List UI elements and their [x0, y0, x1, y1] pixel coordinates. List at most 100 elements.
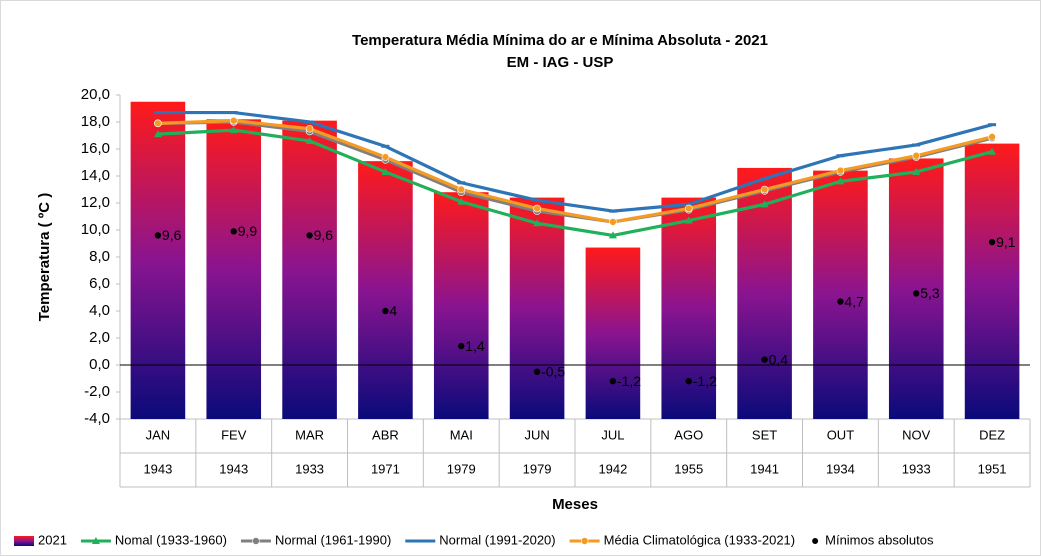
line-marker [608, 231, 617, 239]
line-marker [580, 537, 589, 545]
legend-item: Mínimos absolutos [812, 532, 934, 547]
x-tick-label: MAR [295, 427, 324, 442]
legend-swatch [812, 538, 819, 544]
line-marker [760, 185, 769, 194]
line-marker [988, 123, 997, 127]
line-marker [836, 177, 845, 185]
dot [382, 307, 389, 315]
bar [130, 101, 186, 419]
y-tick-label: 0,0 [89, 356, 110, 373]
line-marker [153, 130, 162, 138]
x-tick-label: SET [752, 427, 777, 442]
data-label: 9,9 [238, 223, 258, 239]
line-marker [760, 177, 769, 181]
line-marker [416, 539, 425, 543]
line-marker [608, 209, 617, 213]
line-marker [684, 204, 693, 213]
line [157, 110, 993, 213]
line-series [153, 126, 997, 239]
line [157, 119, 993, 224]
line-marker [229, 116, 238, 125]
year-label: 1942 [598, 461, 627, 476]
line-marker [988, 133, 996, 141]
data-label: 4,7 [844, 293, 864, 309]
year-label: 1971 [371, 461, 400, 476]
line-marker [684, 202, 693, 206]
x-axis-title: Meses [552, 496, 598, 513]
line-marker [457, 181, 466, 185]
dot [154, 232, 162, 239]
year-label: 1943 [143, 461, 172, 476]
year-label: 1933 [295, 461, 324, 476]
dot [913, 290, 920, 297]
data-label: 9,6 [162, 227, 182, 243]
year-label: 1979 [523, 461, 552, 476]
line-marker [533, 198, 542, 202]
legend-swatch [14, 536, 34, 546]
dot [230, 228, 237, 235]
legend-item: Média Climatológica (1933-2021) [569, 532, 795, 547]
year-label: 1951 [978, 461, 1007, 476]
year-label: 1943 [219, 461, 248, 476]
x-tick-label: FEV [221, 427, 247, 442]
x-tick-label: AGO [674, 427, 703, 442]
line-marker [381, 144, 390, 148]
bar [358, 161, 413, 419]
line-marker [153, 111, 162, 115]
legend-label: Nomal (1933-1960) [115, 532, 227, 547]
y-tick-label: 2,0 [89, 329, 110, 346]
x-tick-label: DEZ [979, 427, 1005, 442]
data-label: -1,2 [617, 373, 641, 389]
data-label: 9,6 [314, 227, 334, 243]
dot [837, 298, 844, 305]
line-marker [91, 537, 100, 544]
y-tick-label: -2,0 [84, 383, 110, 400]
bar [206, 119, 262, 420]
chart-title: Temperatura Média Mínima do ar e Mínima … [352, 32, 768, 49]
dot [761, 356, 768, 363]
line-marker [457, 197, 466, 205]
line-marker [229, 111, 238, 115]
line [157, 128, 993, 237]
line-marker [836, 166, 845, 175]
dot [988, 238, 996, 246]
x-tick-label: NOV [902, 427, 931, 442]
line-series [154, 116, 996, 226]
dot [609, 378, 617, 385]
line-marker [760, 200, 769, 208]
dot [306, 232, 313, 239]
bar [509, 197, 565, 419]
data-label: -1,2 [693, 373, 717, 389]
line-marker [533, 204, 541, 213]
line-marker [912, 151, 921, 160]
x-tick-label: JUL [601, 427, 624, 442]
line-series [153, 110, 997, 213]
bar [888, 158, 944, 419]
y-tick-label: 12,0 [81, 194, 110, 211]
year-label: 1941 [750, 461, 779, 476]
dot [685, 378, 692, 385]
line-marker [836, 154, 845, 158]
bar [585, 247, 641, 419]
data-label: 1,4 [465, 338, 485, 354]
y-tick-label: 14,0 [81, 167, 110, 184]
y-tick-label: 16,0 [81, 140, 110, 157]
line-marker [305, 124, 314, 133]
y-tick-label: -4,0 [84, 410, 110, 427]
bar [282, 120, 337, 420]
line-marker [609, 218, 617, 226]
y-tick-label: 6,0 [89, 275, 110, 292]
line-marker [252, 537, 260, 545]
y-axis-title: Temperatura ( ºC ) [36, 193, 53, 322]
chart-subtitle: EM - IAG - USP [507, 54, 614, 71]
line-marker [988, 147, 997, 155]
y-tick-label: 4,0 [89, 302, 110, 319]
bar [964, 143, 1020, 419]
data-label: 5,3 [920, 285, 940, 301]
x-tick-label: OUT [827, 427, 855, 442]
line-marker [457, 185, 466, 194]
dot [533, 368, 541, 375]
line-marker [305, 120, 314, 124]
